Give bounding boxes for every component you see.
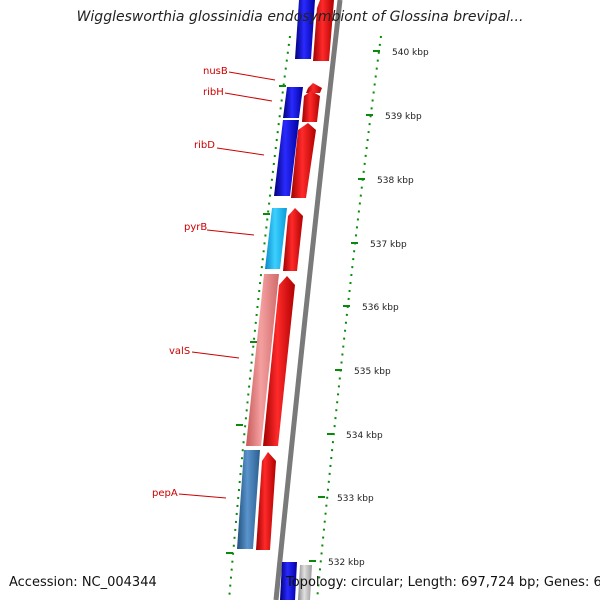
gene-label-ribH: ribH — [203, 87, 224, 98]
gene-label-leader — [178, 493, 227, 499]
accession-text: Accession: NC_004344 — [9, 575, 157, 590]
page-title: Wigglesworthia glossinidia endosymbiont … — [76, 9, 524, 25]
gene-feature-ribH-red — [302, 91, 320, 122]
gene-feature-top-blue — [295, 0, 315, 59]
gene-label-leader — [216, 147, 265, 156]
gene-feature-pyrB-red — [283, 208, 303, 271]
gene-label-valS: valS — [169, 346, 190, 357]
scale-tick-label: 533 kbp — [337, 494, 374, 504]
gene-label-ribD: ribD — [194, 140, 215, 151]
gene-label-leader — [191, 351, 240, 359]
scale-tick-label: 536 kbp — [362, 303, 399, 313]
gene-feature-valS — [246, 274, 279, 446]
scale-tick-label: 537 kbp — [370, 240, 407, 250]
scale-tick-label: 539 kbp — [385, 112, 422, 122]
gene-label-leader — [206, 229, 255, 236]
gene-feature-pyrB — [265, 208, 287, 269]
gene-feature-ribD-red — [291, 123, 316, 198]
gene-labels: nusB ribH ribD pyrB valS pepA — [152, 66, 276, 499]
gene-feature-pepA — [237, 450, 260, 549]
gene-feature-bottom-grey — [298, 565, 312, 600]
gene-feature-pepA-red — [256, 452, 276, 550]
gene-feature-bottom-blue — [280, 562, 297, 600]
gene-label-leader — [228, 71, 276, 81]
gene-feature-nusB-red — [306, 83, 322, 93]
scale-tick-label: 534 kbp — [346, 431, 383, 441]
genome-summary-text: Topology: circular; Length: 697,724 bp; … — [286, 575, 600, 590]
scale-ticks: 540 kbp 539 kbp 538 kbp 537 kbp 536 kbp 535 k… — [309, 48, 429, 568]
gene-label-nusB: nusB — [203, 66, 228, 77]
scale-tick-label: 538 kbp — [377, 176, 414, 186]
inner-track-dashes — [226, 85, 286, 554]
gene-label-pepA: pepA — [152, 488, 178, 499]
gene-label-pyrB: pyrB — [184, 222, 207, 233]
gene-feature-top-red — [313, 0, 334, 61]
gene-feature-ribD — [274, 120, 299, 196]
gene-feature-valS-red — [263, 276, 295, 446]
gene-label-leader — [224, 92, 273, 102]
backbone-line — [273, 0, 343, 600]
gene-feature-ribH — [283, 87, 303, 118]
scale-tick-label: 535 kbp — [354, 367, 391, 377]
scale-tick-label: 532 kbp — [328, 558, 365, 568]
scale-tick-label: 540 kbp — [392, 48, 429, 58]
